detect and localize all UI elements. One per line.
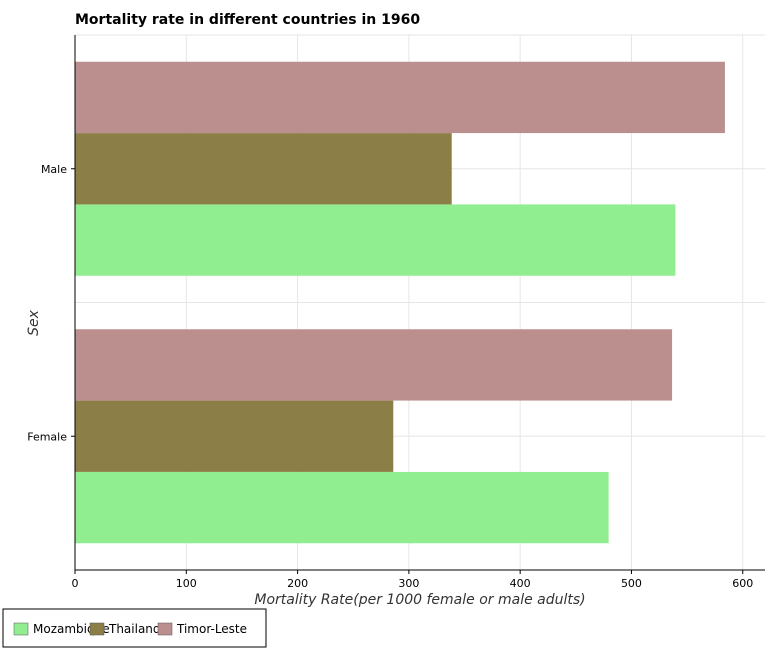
x-tick-label: 600 <box>732 577 753 590</box>
x-tick-label: 400 <box>510 577 531 590</box>
legend-box <box>2 608 267 648</box>
chart-title: Mortality rate in different countries in… <box>75 12 420 28</box>
bar-thailand-male <box>75 133 452 205</box>
bar-timor-leste-male <box>75 61 725 134</box>
y-tick-label: Male <box>41 163 67 176</box>
legend: Mozambique Thailand Timor-Leste <box>2 608 267 648</box>
x-tick-label: 0 <box>72 577 79 590</box>
bar-timor-leste-female <box>75 329 673 401</box>
bar-mozambique-female <box>75 471 609 544</box>
y-tick-label: Female <box>27 430 67 443</box>
legend-swatch <box>157 622 173 636</box>
y-axis-label: Sex <box>26 309 42 336</box>
x-tick-label: 500 <box>621 577 642 590</box>
legend-label: Thailand <box>108 622 161 636</box>
legend-swatch <box>89 622 105 636</box>
plot-area: Female Male 0 100 200 300 400 500 600 <box>27 34 765 590</box>
x-axis-label: Mortality Rate(per 1000 female or male a… <box>254 592 585 608</box>
x-tick-label: 300 <box>398 577 419 590</box>
bar-mozambique-male <box>75 204 676 276</box>
bar-thailand-female <box>75 400 394 472</box>
legend-swatch <box>13 622 29 636</box>
legend-label: Timor-Leste <box>176 622 247 636</box>
x-tick-label: 100 <box>176 577 197 590</box>
x-tick-label: 200 <box>287 577 308 590</box>
